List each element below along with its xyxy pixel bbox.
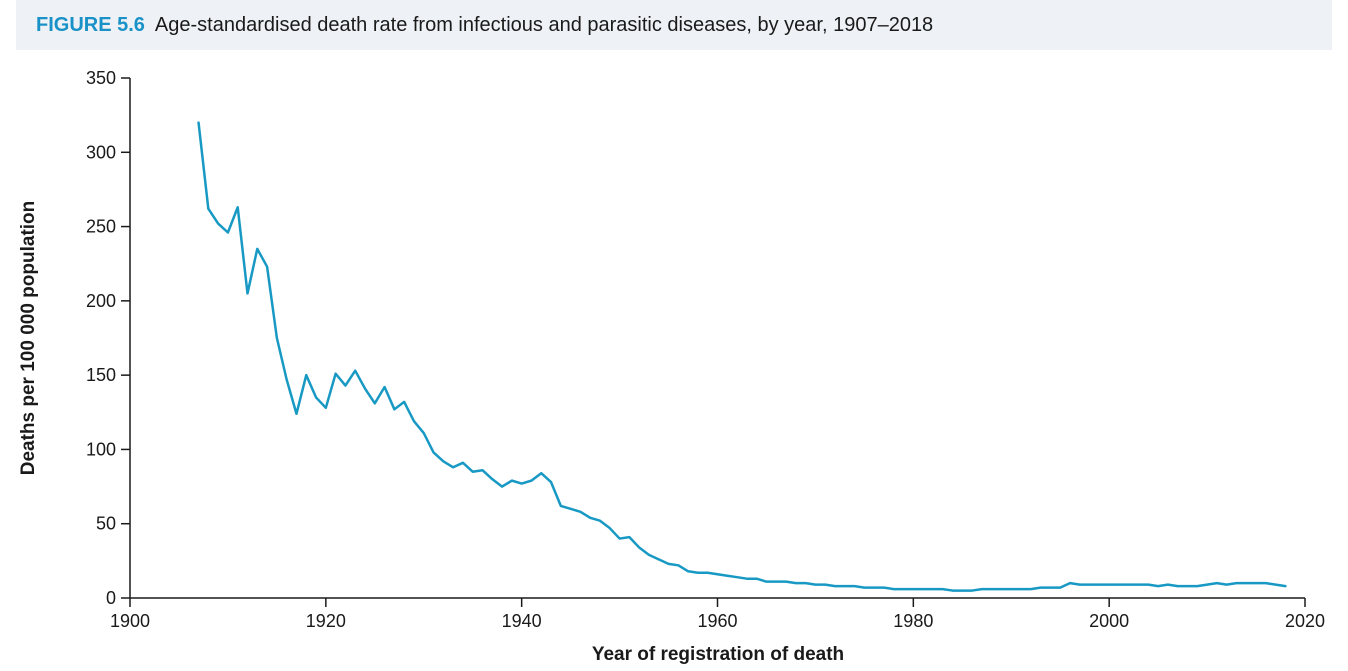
x-tick-label: 1920 (306, 611, 346, 631)
series-line (197, 121, 1287, 592)
x-tick-label: 2000 (1089, 611, 1129, 631)
y-axis-title: Deaths per 100 000 population (18, 201, 39, 476)
y-tick-label: 350 (86, 68, 116, 88)
x-tick-label: 1960 (697, 611, 737, 631)
y-tick-label: 200 (86, 291, 116, 311)
x-tick-label: 2020 (1285, 611, 1325, 631)
y-tick-label: 0 (106, 588, 116, 608)
axes (129, 78, 1305, 599)
x-axis-title: Year of registration of death (592, 644, 844, 665)
ticks: 0 50 100 150 200 250 300 350 1900 1920 1940 1960 198… (86, 68, 1325, 631)
y-tick-label: 150 (86, 365, 116, 385)
y-tick-label: 250 (86, 217, 116, 237)
y-tick-label: 50 (96, 514, 116, 534)
x-tick-label: 1940 (502, 611, 542, 631)
x-tick-label: 1980 (893, 611, 933, 631)
plot-area (197, 121, 1287, 592)
figure-label: FIGURE 5.6 (36, 13, 145, 36)
x-tick-label: 1900 (110, 611, 150, 631)
figure-title: Age-standardised death rate from infecti… (154, 13, 934, 36)
y-tick-label: 100 (86, 439, 116, 459)
y-tick-label: 300 (86, 142, 116, 162)
figure-header: FIGURE 5.6 Age-standardised death rate f… (16, 0, 1332, 50)
